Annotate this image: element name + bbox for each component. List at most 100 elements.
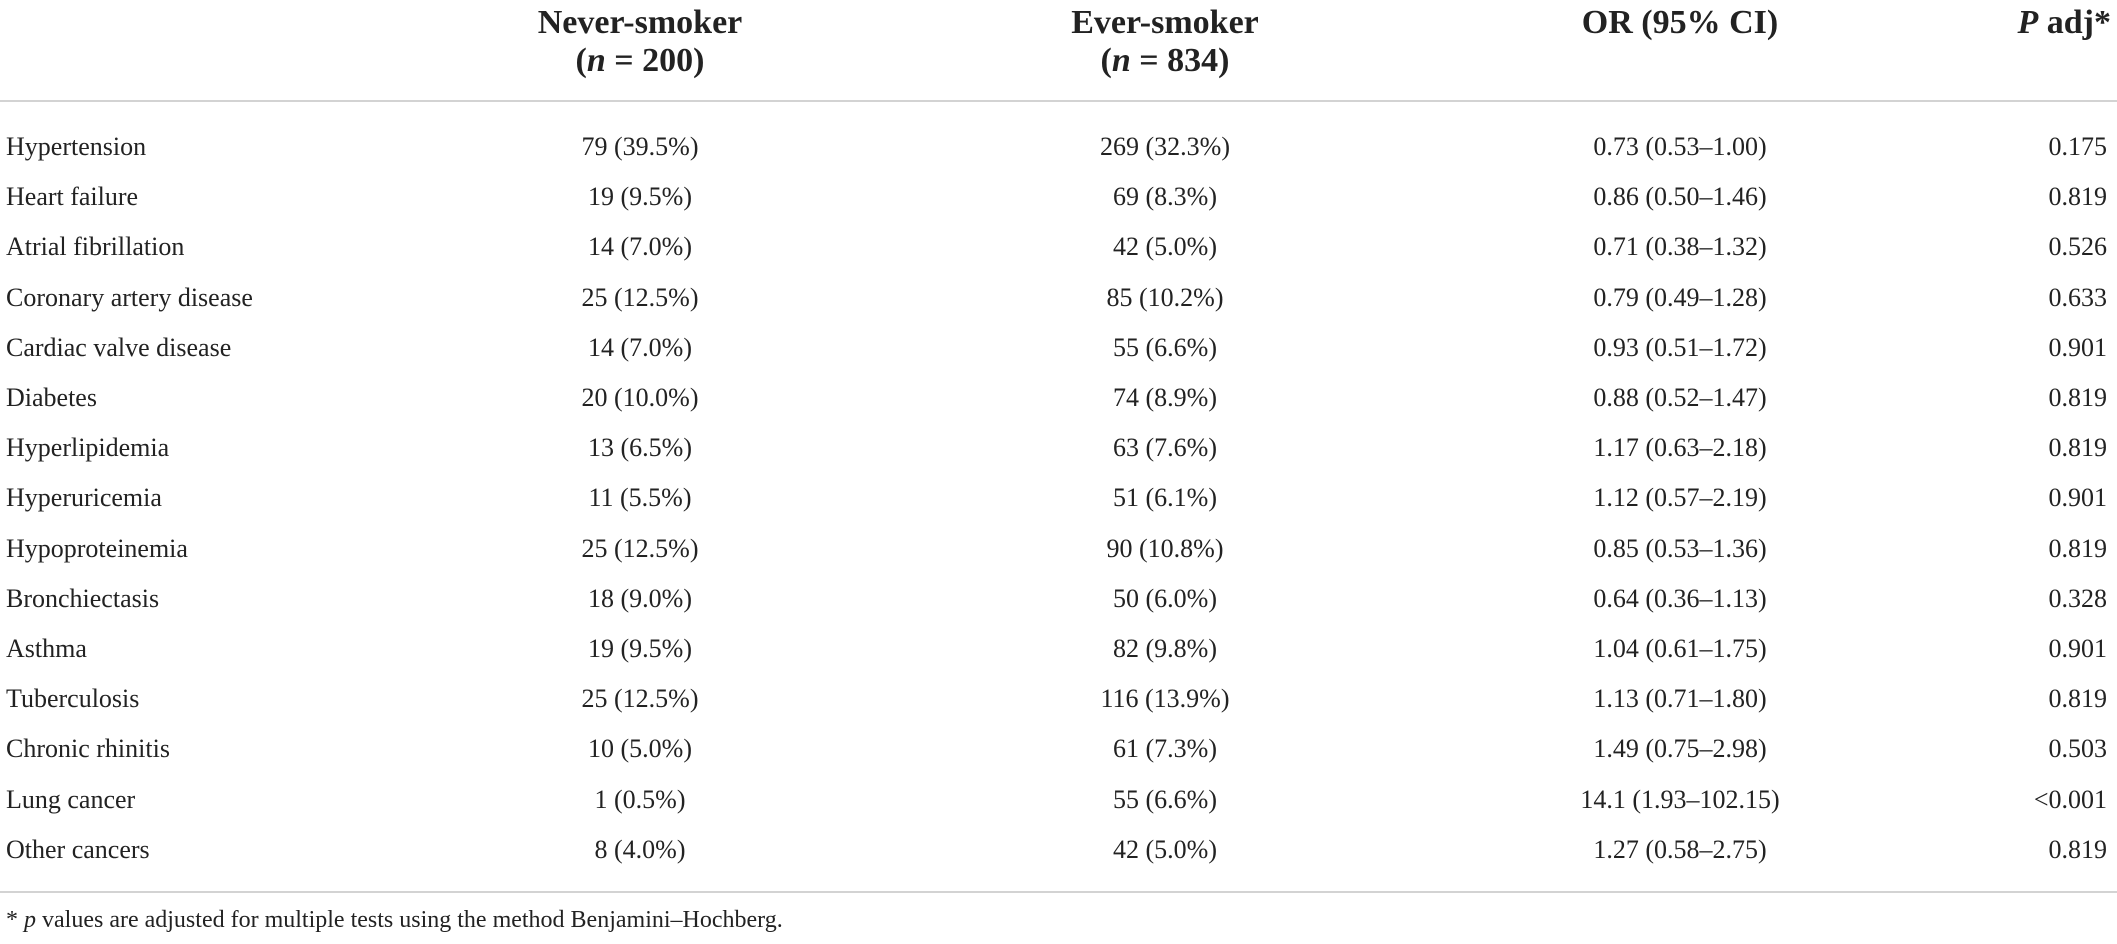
header-p-adj: P adj* (1900, 4, 2111, 42)
cell-or-ci: 0.73 (0.53–1.00) (1593, 132, 1767, 161)
cell-p-adj: 0.526 (2048, 232, 2108, 262)
header-never-smoker-n: (n = 200) (575, 42, 705, 79)
cell-ever-smoker: 69 (8.3%) (1113, 182, 1217, 212)
cell-never-smoker: 10 (5.0%) (588, 734, 692, 764)
cell-ever-smoker: 85 (10.2%) (1106, 282, 1224, 312)
footnote-italic: p (24, 907, 36, 933)
footer-divider (0, 891, 2117, 893)
row-label: Tuberculosis (6, 684, 140, 714)
row-label: Bronchiectasis (6, 583, 160, 613)
cell-never-smoker: 11 (5.5%) (588, 483, 692, 513)
row-label: Hyperlipidemia (6, 433, 170, 463)
header-p-italic: P (2017, 4, 2039, 41)
header-ever-n-italic: n (1111, 42, 1131, 79)
header-divider (0, 100, 2117, 102)
footnote-text: values are adjusted for multiple tests u… (36, 907, 783, 933)
row-label: Chronic rhinitis (6, 734, 170, 764)
cell-never-smoker: 8 (4.0%) (594, 834, 686, 864)
cell-or-ci: 0.93 (0.51–1.72) (1593, 332, 1767, 362)
row-label: Lung cancer (6, 784, 136, 814)
cell-or-ci: 1.17 (0.63–2.18) (1593, 433, 1767, 463)
cell-p-adj: 0.819 (2048, 433, 2108, 463)
cell-never-smoker: 25 (12.5%) (581, 533, 699, 563)
cell-p-adj: 0.819 (2048, 533, 2108, 563)
cell-or-ci: 1.49 (0.75–2.98) (1593, 734, 1767, 764)
cell-ever-smoker: 63 (7.6%) (1113, 433, 1217, 463)
table-row: Tuberculosis 25 (12.5%) 116 (13.9%) 1.13 (0… (0, 674, 2117, 724)
cell-never-smoker: 19 (9.5%) (588, 182, 692, 212)
row-label: Coronary artery disease (6, 282, 253, 312)
row-label: Hypoproteinemia (6, 533, 188, 563)
cell-ever-smoker: 61 (7.3%) (1113, 734, 1217, 764)
cell-or-ci: 0.85 (0.53–1.36) (1593, 533, 1767, 563)
cell-ever-smoker: 55 (6.6%) (1113, 784, 1217, 814)
cell-ever-smoker: 90 (10.8%) (1106, 533, 1224, 563)
cell-p-adj: 0.901 (2048, 332, 2108, 362)
header-ever-n-value: = 834 (1130, 42, 1219, 79)
table-row: Hyperuricemia 11 (5.5%) 51 (6.1%) 1.12 (0.5… (0, 473, 2117, 523)
footnote-marker: * (6, 907, 24, 933)
header-ever-smoker-n: (n = 834) (1100, 42, 1230, 79)
cell-or-ci: 1.12 (0.57–2.19) (1593, 483, 1767, 513)
cell-never-smoker: 19 (9.5%) (588, 634, 692, 663)
cell-p-adj: 0.819 (2048, 383, 2108, 412)
header-never-smoker: Never-smoker (n = 200) (490, 4, 790, 80)
table-row: Hyperlipidemia 13 (6.5%) 63 (7.6%) 1.17 (0.… (0, 423, 2117, 473)
cell-ever-smoker: 116 (13.9%) (1100, 684, 1230, 714)
cell-p-adj: 0.633 (2048, 282, 2108, 312)
cell-p-adj: <0.001 (2033, 784, 2107, 814)
table-row: Heart failure 19 (9.5%) 69 (8.3%) 0.86 (0.5… (0, 172, 2117, 222)
row-label: Other cancers (6, 834, 150, 864)
table-row: Hypertension 79 (39.5%) 269 (32.3%) 0.73 (0… (0, 122, 2117, 172)
cell-p-adj: 0.819 (2048, 834, 2108, 864)
cell-ever-smoker: 50 (6.0%) (1113, 583, 1217, 613)
cell-or-ci: 0.79 (0.49–1.28) (1593, 282, 1767, 312)
cell-p-adj: 0.503 (2048, 734, 2108, 764)
cell-never-smoker: 1 (0.5%) (594, 784, 686, 814)
cell-never-smoker: 20 (10.0%) (581, 383, 699, 412)
cell-p-adj: 0.819 (2048, 182, 2108, 212)
row-label: Diabetes (6, 383, 97, 412)
cell-never-smoker: 14 (7.0%) (588, 232, 692, 262)
table-row: Lung cancer 1 (0.5%) 55 (6.6%) 14.1 (1.93–1… (0, 775, 2117, 825)
cell-or-ci: 0.64 (0.36–1.13) (1593, 583, 1767, 613)
cell-p-adj: 0.901 (2048, 483, 2108, 513)
cell-ever-smoker: 42 (5.0%) (1113, 834, 1217, 864)
cell-ever-smoker: 55 (6.6%) (1113, 332, 1217, 362)
cell-or-ci: 0.88 (0.52–1.47) (1593, 383, 1767, 412)
table-row: Other cancers 8 (4.0%) 42 (5.0%) 1.27 (0.58… (0, 825, 2117, 875)
footnote: * p values are adjusted for multiple tes… (6, 905, 783, 935)
row-label: Atrial fibrillation (6, 232, 185, 262)
row-label: Hypertension (6, 132, 147, 161)
cell-never-smoker: 79 (39.5%) (581, 132, 699, 161)
header-never-n-value: = 200 (605, 42, 694, 79)
table-row: Bronchiectasis 18 (9.0%) 50 (6.0%) 0.64 (0.… (0, 574, 2117, 624)
cell-never-smoker: 18 (9.0%) (588, 583, 692, 613)
cell-or-ci: 1.13 (0.71–1.80) (1593, 684, 1767, 714)
header-ever-smoker-label: Ever-smoker (1071, 4, 1259, 41)
cell-or-ci: 1.27 (0.58–2.75) (1593, 834, 1767, 864)
cell-ever-smoker: 269 (32.3%) (1100, 132, 1230, 161)
cell-ever-smoker: 74 (8.9%) (1113, 383, 1217, 412)
cell-or-ci: 1.04 (0.61–1.75) (1593, 634, 1767, 663)
cell-ever-smoker: 82 (9.8%) (1113, 634, 1217, 663)
cell-p-adj: 0.901 (2048, 634, 2108, 663)
cell-never-smoker: 13 (6.5%) (588, 433, 692, 463)
table-row: Asthma 19 (9.5%) 82 (9.8%) 1.04 (0.61–1.75)… (0, 624, 2117, 674)
cell-p-adj: 0.819 (2048, 684, 2108, 714)
cell-never-smoker: 14 (7.0%) (588, 332, 692, 362)
row-label: Cardiac valve disease (6, 332, 232, 362)
header-or-ci: OR (95% CI) (1581, 4, 1779, 41)
table-row: Chronic rhinitis 10 (5.0%) 61 (7.3%) 1.49 (… (0, 724, 2117, 774)
cell-or-ci: 0.71 (0.38–1.32) (1593, 232, 1767, 262)
cell-p-adj: 0.175 (2048, 132, 2108, 161)
table-row: Coronary artery disease 25 (12.5%) 85 (10.… (0, 273, 2117, 323)
table-row: Diabetes 20 (10.0%) 74 (8.9%) 0.88 (0.52–1.… (0, 373, 2117, 423)
header-ever-smoker: Ever-smoker (n = 834) (1015, 4, 1315, 80)
cell-ever-smoker: 42 (5.0%) (1113, 232, 1217, 262)
table-row: Hypoproteinemia 25 (12.5%) 90 (10.8%) 0.85 … (0, 524, 2117, 574)
row-label: Hyperuricemia (6, 483, 162, 513)
cell-or-ci: 0.86 (0.50–1.46) (1593, 182, 1767, 212)
row-label: Heart failure (6, 182, 139, 212)
header-never-n-italic: n (586, 42, 606, 79)
